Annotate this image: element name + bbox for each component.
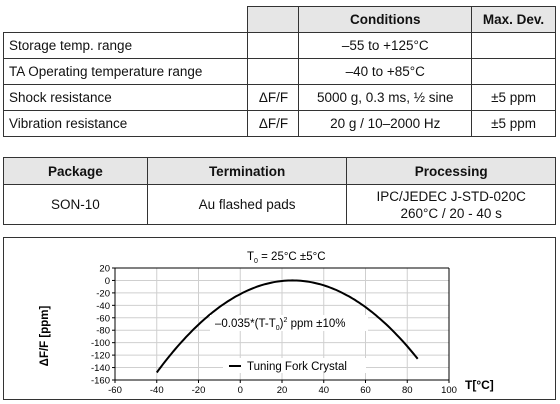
spec-header-row: Conditions Max. Dev. — [3, 6, 556, 33]
spec-header-symbol — [247, 6, 300, 33]
t0-suffix: = 25°C ±5°C — [258, 251, 326, 263]
t0-annotation-background — [239, 249, 342, 263]
y-tick-label: -80 — [96, 326, 110, 337]
spec-header-conditions: Conditions — [298, 6, 473, 33]
processing-line-1: IPC/JEDEC J-STD-020C — [376, 188, 526, 204]
y-tick-label: 20 — [99, 264, 110, 275]
processing-cell: IPC/JEDEC J-STD-020C 260°C / 20 - 40 s — [346, 184, 556, 225]
frequency-deviation-chart: -60 -40 -20 0 20 40 60 80 100200-20-40-60-80-100… — [39, 249, 494, 397]
x-axis-label: T[°C] — [465, 378, 494, 392]
temperature-chart-frame: -60 -40 -20 0 20 40 60 80 100 20 0 -20 -40 -60 -80 -100… — [3, 237, 556, 400]
table-row: Vibration resistance ΔF/F 20 g / 10–2000… — [2, 110, 556, 137]
processing-header: Processing — [346, 157, 556, 185]
termination-header: Termination — [146, 157, 348, 185]
t0-annotation: T0 = 25°C ±5°C — [247, 251, 326, 265]
maxdev-cell: ±5 ppm — [471, 110, 556, 137]
tick-labels: -60 -40 -20 0 20 40 60 80 100200-20-40-60-80-100… — [91, 264, 457, 397]
table-row: Shock resistance ΔF/F 5000 g, 0.3 ms, ½ … — [2, 84, 556, 111]
x-tick-label: 20 — [277, 385, 288, 396]
spec-header-maxdev: Max. Dev. — [471, 6, 556, 33]
x-tick-label: 60 — [360, 385, 371, 396]
formula-part-a: –0.035*(T-T — [215, 318, 276, 330]
axes — [112, 267, 450, 383]
conditions-cell: 5000 g, 0.3 ms, ½ sine — [298, 84, 473, 111]
x-tick-label: 0 — [238, 385, 243, 396]
table-row: TA Operating temperature range –40 to +8… — [2, 58, 556, 85]
termination-cell: Au flashed pads — [146, 184, 348, 225]
legend-label: Tuning Fork Crystal — [247, 361, 347, 373]
symbol-cell: ΔF/F — [247, 84, 300, 111]
symbol-cell — [247, 58, 300, 85]
table-row: SON-10 Au flashed pads IPC/JEDEC J-STD-0… — [3, 184, 556, 225]
t0-prefix: T — [247, 251, 254, 263]
formula-subscript: 0 — [276, 325, 280, 332]
symbol-cell: ΔF/F — [247, 110, 300, 137]
spec-header-param — [3, 6, 249, 33]
t0-subscript: 0 — [254, 258, 258, 265]
specifications-table: Conditions Max. Dev. Storage temp. range… — [2, 6, 556, 137]
param-cell: Vibration resistance — [2, 110, 249, 137]
legend-background — [223, 358, 366, 373]
x-tick-label: 100 — [441, 385, 457, 396]
table-row: Storage temp. range –55 to +125°C — [2, 32, 556, 59]
x-tick-label: -40 — [150, 385, 164, 396]
y-axis-label: ΔF/F [ppm] — [39, 306, 51, 367]
package-table: Package Termination Processing SON-10 Au… — [3, 157, 556, 225]
formula-annotation: –0.035*(T-T0)2 ppm ±10% — [215, 317, 345, 332]
x-tick-label: 80 — [402, 385, 413, 396]
y-tick-label: -60 — [96, 313, 110, 324]
y-tick-label: -140 — [91, 363, 110, 374]
param-cell: TA Operating temperature range — [2, 58, 249, 85]
maxdev-cell — [471, 58, 556, 85]
formula-part-d: ppm ±10% — [287, 318, 345, 330]
conditions-cell: –55 to +125°C — [298, 32, 473, 59]
y-tick-label: -120 — [91, 351, 110, 362]
package-cell: SON-10 — [3, 184, 148, 225]
x-tick-label: -20 — [192, 385, 206, 396]
series-line-tuning-fork — [155, 279, 419, 374]
param-cell: Storage temp. range — [2, 32, 249, 59]
maxdev-cell — [471, 32, 556, 59]
y-tick-label: -20 — [96, 288, 110, 299]
x-tick-label: 40 — [318, 385, 329, 396]
y-tick-label: -100 — [91, 338, 110, 349]
conditions-cell: –40 to +85°C — [298, 58, 473, 85]
package-header-row: Package Termination Processing — [3, 157, 556, 185]
formula-annotation-background — [210, 315, 368, 331]
x-tick-label: -60 — [108, 385, 122, 396]
maxdev-cell: ±5 ppm — [471, 84, 556, 111]
formula-part-c: ) — [280, 318, 284, 330]
conditions-cell: 20 g / 10–2000 Hz — [298, 110, 473, 137]
param-cell: Shock resistance — [2, 84, 249, 111]
symbol-cell — [247, 32, 300, 59]
y-tick-label: -160 — [91, 376, 110, 387]
formula-superscript: 2 — [283, 317, 287, 324]
y-tick-label: -40 — [96, 301, 110, 312]
processing-line-2: 260°C / 20 - 40 s — [400, 205, 502, 221]
y-tick-label: 0 — [105, 276, 110, 287]
package-header: Package — [3, 157, 148, 185]
series — [155, 279, 419, 374]
